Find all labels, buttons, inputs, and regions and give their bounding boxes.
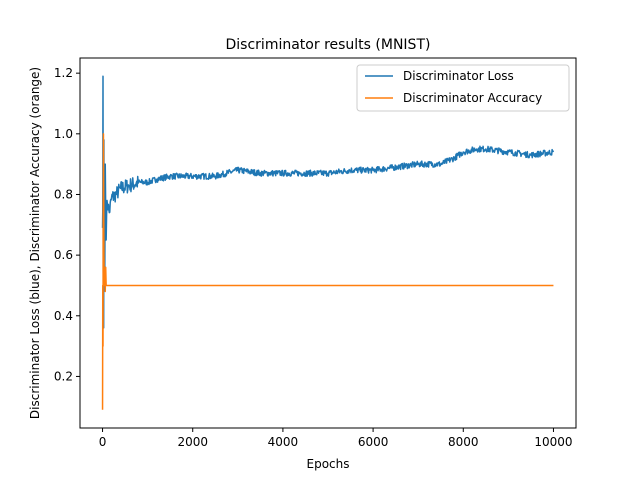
y-tick-label: 0.2 — [54, 369, 73, 383]
y-tick-label: 1.2 — [54, 66, 73, 80]
y-tick-label: 0.4 — [54, 309, 73, 323]
series-layer — [101, 75, 555, 410]
y-tick-label: 1.0 — [54, 127, 73, 141]
x-tick-label: 8000 — [448, 435, 479, 449]
plot-frame — [79, 57, 577, 429]
series-line-1 — [101, 133, 554, 410]
legend-label: Discriminator Accuracy — [403, 91, 542, 105]
x-tick-label: 4000 — [268, 435, 299, 449]
y-tick-label: 0.8 — [54, 187, 73, 201]
series-line-0 — [101, 75, 555, 329]
y-tick-label: 0.6 — [54, 248, 73, 262]
x-axis-label: Epochs — [307, 457, 350, 471]
x-tick-label: 10000 — [534, 435, 572, 449]
x-tick-label: 6000 — [358, 435, 389, 449]
y-axis-label: Discriminator Loss (blue), Discriminator… — [28, 67, 42, 419]
x-tick-label: 2000 — [177, 435, 208, 449]
legend-box — [356, 64, 570, 112]
y-axis: 0.2 0.4 0.6 0.8 1.0 1.2 — [54, 66, 80, 383]
x-tick-label: 0 — [99, 435, 107, 449]
legend: Discriminator Loss Discriminator Accuracy — [356, 64, 570, 112]
legend-label: Discriminator Loss — [403, 69, 514, 83]
x-axis: 0 2000 4000 6000 8000 10000 — [99, 428, 573, 449]
chart-title: Discriminator results (MNIST) — [226, 37, 431, 53]
